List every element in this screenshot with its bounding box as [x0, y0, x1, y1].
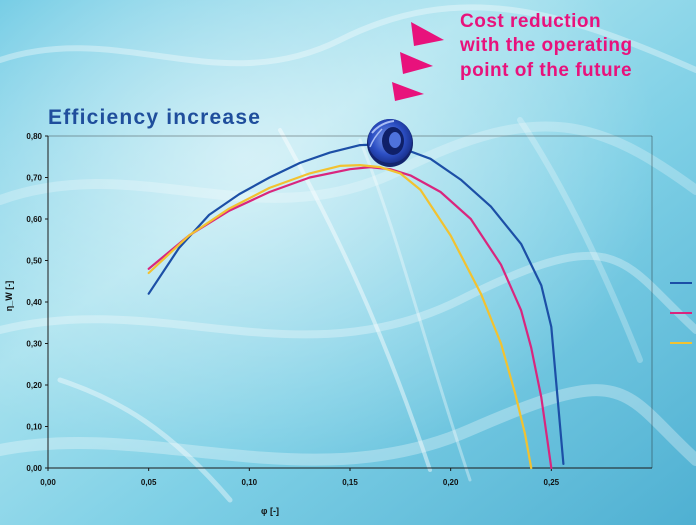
y-tick-label: 0,30 — [26, 340, 42, 349]
y-tick-label: 0,00 — [26, 464, 42, 473]
chart-axes: 0,00 0,10 0,20 0,30 0,40 0,50 0,60 0,70 0,80 0,00… — [26, 132, 653, 487]
x-tick-label: 0,15 — [342, 478, 358, 487]
y-tick-label: 0,10 — [26, 423, 42, 432]
fan-impeller-icon — [367, 119, 413, 167]
x-tick-label: 0,00 — [40, 478, 56, 487]
series-line-3 — [147, 164, 533, 470]
arrow-icon-2 — [400, 52, 433, 74]
chart-title: Efficiency increase — [48, 106, 261, 129]
arrow-icon-1 — [411, 22, 444, 46]
headline-line-1: Cost reduction — [460, 11, 601, 32]
x-tick-label: 0,10 — [242, 478, 258, 487]
legend — [670, 282, 692, 344]
y-tick-label: 0,20 — [26, 381, 42, 390]
x-tick-label: 0,05 — [141, 478, 157, 487]
x-tick-label: 0,20 — [443, 478, 459, 487]
headline-line-3: point of the future — [460, 60, 632, 81]
y-tick-label: 0,60 — [26, 215, 42, 224]
headline: Cost reduction with the operating point … — [459, 11, 633, 81]
y-tick-label: 0,50 — [26, 257, 42, 266]
headline-line-2: with the operating — [459, 35, 633, 56]
arrow-icon-3 — [392, 82, 424, 101]
wave-texture — [0, 4, 696, 503]
y-tick-label: 0,70 — [26, 174, 42, 183]
y-tick-label: 0,80 — [26, 132, 42, 141]
x-axis-label: φ [-] — [261, 506, 279, 516]
x-tick-label: 0,25 — [544, 478, 560, 487]
headline-arrows — [392, 22, 444, 101]
y-tick-label: 0,40 — [26, 298, 42, 307]
y-axis-label: η_W [-] — [4, 281, 14, 312]
